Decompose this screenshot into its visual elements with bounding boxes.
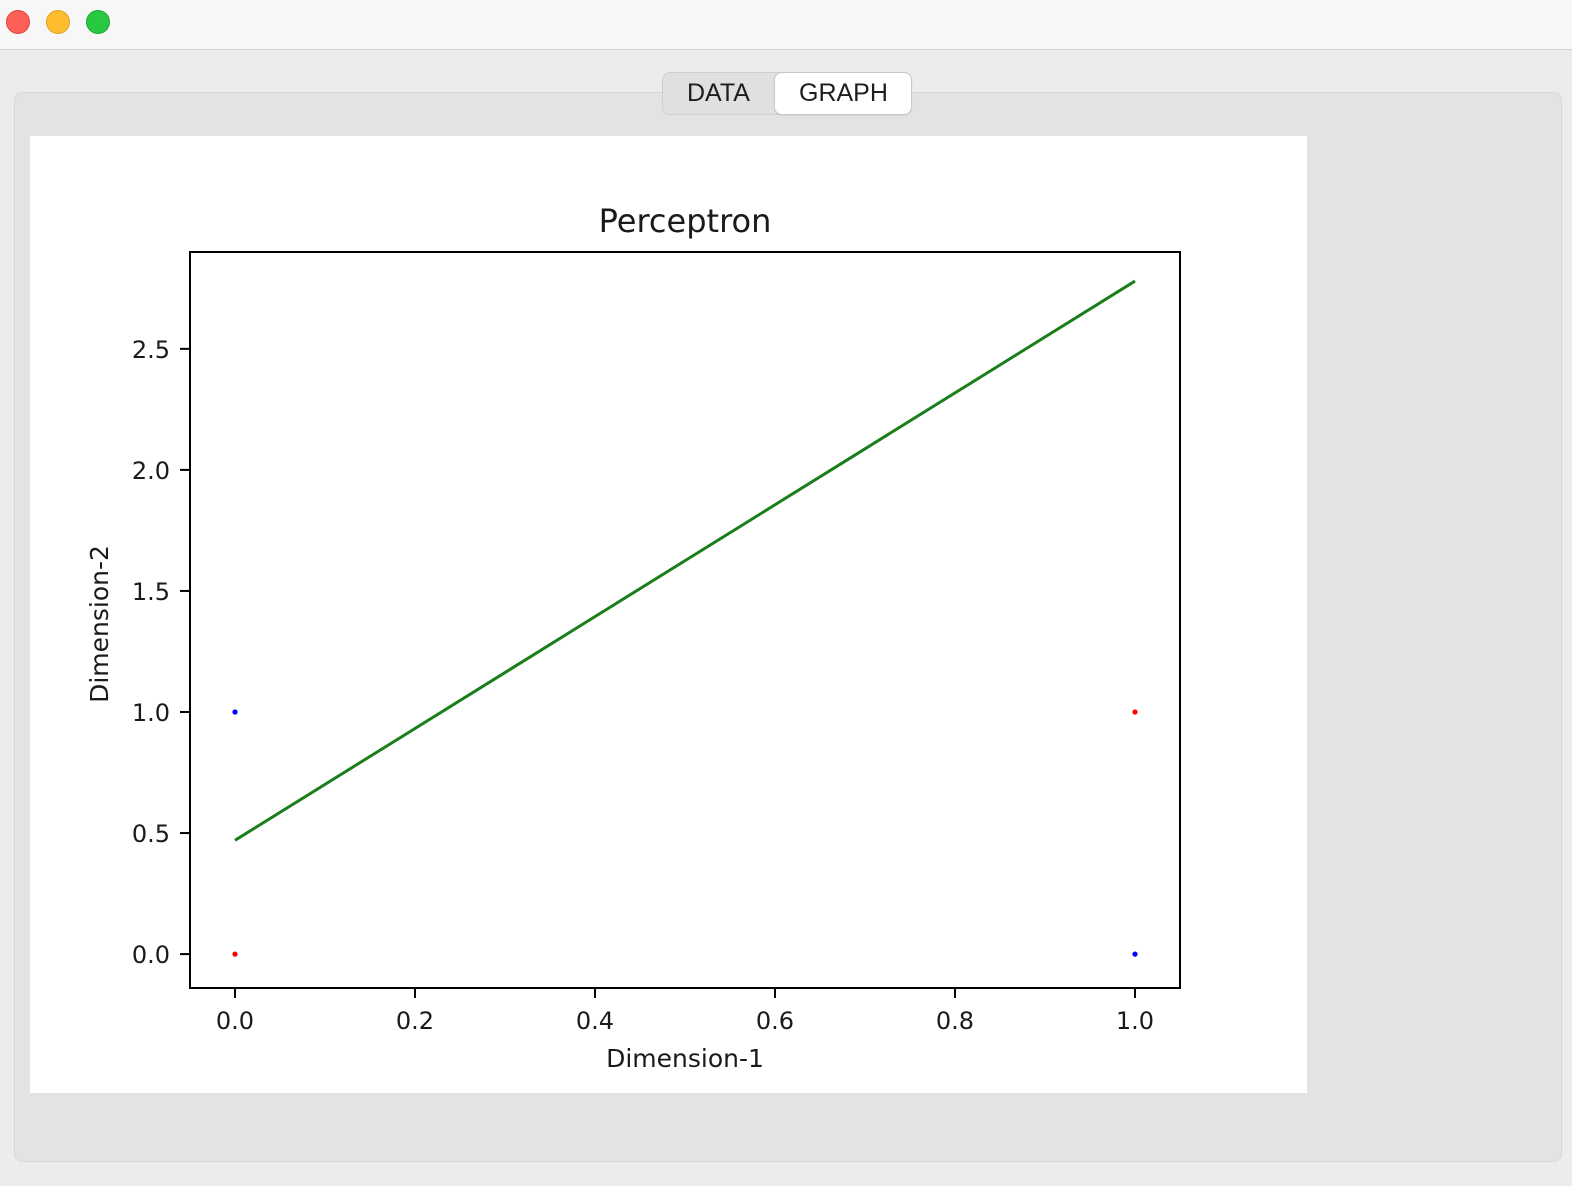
plot-frame xyxy=(189,251,1181,989)
plot-area xyxy=(232,279,1138,957)
tab-bar: DATA GRAPH xyxy=(662,72,912,115)
x-tick-label: 0.0 xyxy=(216,1007,254,1035)
x-tick-label: 1.0 xyxy=(1116,1007,1154,1035)
data-point xyxy=(232,709,238,715)
y-tick-label: 2.5 xyxy=(132,336,170,364)
y-tick-label: 0.0 xyxy=(132,941,170,969)
y-tick-label: 0.5 xyxy=(132,820,170,848)
x-tick-label: 0.4 xyxy=(576,1007,614,1035)
y-tick-label: 2.0 xyxy=(132,457,170,485)
x-axis-label: Dimension-1 xyxy=(606,1044,764,1073)
chart-figure: Perceptron Dimension-1 Dimension-2 0.0 0.… xyxy=(30,136,1307,1093)
window-titlebar xyxy=(0,0,1572,50)
close-window-button[interactable] xyxy=(6,10,30,34)
chart-canvas: Perceptron Dimension-1 Dimension-2 0.0 0.… xyxy=(85,202,1181,1073)
decision-boundary-line xyxy=(234,279,1136,842)
x-tick-label: 0.2 xyxy=(396,1007,434,1035)
y-tick-label: 1.0 xyxy=(132,699,170,727)
tab-graph[interactable]: GRAPH xyxy=(775,73,911,114)
tab-data[interactable]: DATA xyxy=(687,79,750,107)
data-point xyxy=(1132,951,1138,957)
x-tick-label: 0.6 xyxy=(756,1007,794,1035)
chart-title: Perceptron xyxy=(599,202,772,240)
minimize-window-button[interactable] xyxy=(46,10,70,34)
zoom-window-button[interactable] xyxy=(86,10,110,34)
data-point xyxy=(1132,709,1138,715)
y-axis-label: Dimension-2 xyxy=(85,545,114,703)
data-point xyxy=(232,951,238,957)
y-tick-label: 1.5 xyxy=(132,578,170,606)
x-tick-label: 0.8 xyxy=(936,1007,974,1035)
